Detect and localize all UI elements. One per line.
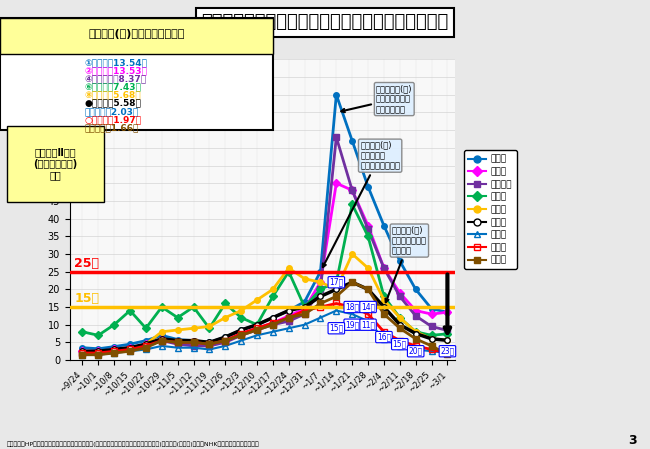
Text: ○奈良市：1.97人: ○奈良市：1.97人 (84, 115, 142, 124)
Text: 19位: 19位 (345, 320, 359, 329)
Text: 25人: 25人 (75, 257, 99, 270)
Text: ２月２日(火)
緊急事態宣言の
延長決定: ２月２日(火) 緊急事態宣言の 延長決定 (385, 226, 427, 302)
Text: 18位: 18位 (345, 303, 359, 312)
Text: 15人: 15人 (75, 292, 99, 305)
Text: 厚生労働省HP「都道府県の医療提供体制等の状況(医療提供体制・監視体制・感染の状況)について(６指標)」及びNHK特設サイトなどから引用: 厚生労働省HP「都道府県の医療提供体制等の状況(医療提供体制・監視体制・感染の状… (6, 441, 259, 447)
Legend: 東京都, 千葉県, 神奈川県, 沖縄県, 大阪府, 全　国, 奈良県, 奈良市, 京都府: 東京都, 千葉県, 神奈川県, 沖縄県, 大阪府, 全 国, 奈良県, 奈良市,… (463, 150, 517, 269)
Text: 11位: 11位 (361, 320, 375, 329)
Text: ステージⅡ相当
(感染漸増段階)
以下: ステージⅡ相当 (感染漸増段階) 以下 (33, 147, 77, 180)
Text: １月１３日(水)
緊急事態宣言の
対象地域拡大: １月１３日(水) 緊急事態宣言の 対象地域拡大 (341, 84, 413, 114)
Text: 16位: 16位 (377, 333, 391, 342)
Text: 3: 3 (629, 434, 637, 447)
Text: １月７日(木)
１都３県に
緊急事態宣言発出: １月７日(木) １都３県に 緊急事態宣言発出 (323, 141, 400, 267)
Text: ㉔京都府：1.66人: ㉔京都府：1.66人 (84, 123, 139, 132)
Text: 直近１週間の人口１０万人当たりの陽性者数の推移: 直近１週間の人口１０万人当たりの陽性者数の推移 (202, 13, 448, 31)
Text: ３月１日(月)までの直近１週間: ３月１日(月)までの直近１週間 (88, 29, 185, 39)
Text: ⑧大阪府：5.68人: ⑧大阪府：5.68人 (84, 91, 141, 100)
Text: ②千葉県：13.53人: ②千葉県：13.53人 (84, 66, 148, 75)
Text: ⑥沖縄県：7.43人: ⑥沖縄県：7.43人 (84, 83, 142, 92)
Text: 15位: 15位 (393, 339, 407, 349)
Text: ●全　国：5.58人: ●全 国：5.58人 (84, 99, 142, 108)
Text: ④神奈川県：8.37人: ④神奈川県：8.37人 (84, 75, 147, 84)
Text: 20位: 20位 (409, 347, 423, 356)
Text: 23位: 23位 (440, 347, 454, 356)
Text: ①東京都：13.54人: ①東京都：13.54人 (84, 58, 148, 67)
Text: 15位: 15位 (329, 324, 343, 333)
Text: ㉓奈良県：2.03人: ㉓奈良県：2.03人 (84, 107, 138, 116)
Text: 17位: 17位 (329, 278, 343, 287)
Text: 14位: 14位 (361, 303, 375, 312)
